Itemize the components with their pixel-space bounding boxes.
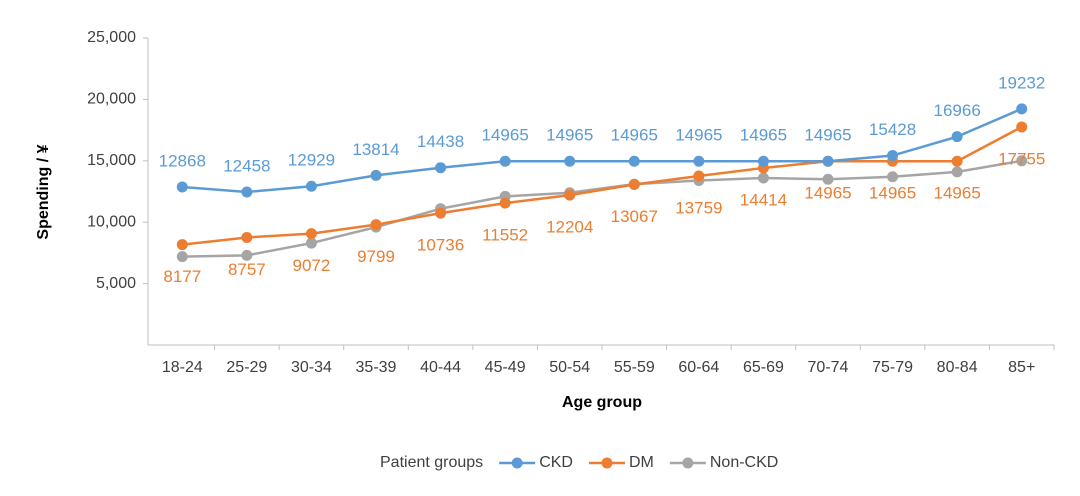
point <box>370 219 382 231</box>
data-label: 8757 <box>228 260 266 279</box>
x-tick-label: 60-64 <box>678 359 719 376</box>
x-tick-label: 50-54 <box>549 359 590 376</box>
point <box>435 207 447 219</box>
data-label: 8177 <box>163 267 201 286</box>
legend-marker <box>682 457 694 469</box>
data-label: 14414 <box>740 190 787 209</box>
data-label: 13759 <box>675 199 722 218</box>
x-axis-title: Age group <box>562 394 642 411</box>
data-label: 13067 <box>611 207 658 226</box>
point <box>757 155 769 167</box>
point <box>564 189 576 201</box>
data-label: 12929 <box>288 151 335 170</box>
y-tick-label: 15,000 <box>87 152 136 169</box>
data-label: 14965 <box>804 126 851 145</box>
point <box>241 186 253 198</box>
legend-label: Non-CKD <box>710 454 778 471</box>
point <box>822 173 834 185</box>
point <box>951 166 963 178</box>
x-tick-label: 55-59 <box>614 359 655 376</box>
point <box>887 171 899 183</box>
data-label: 12204 <box>546 218 593 237</box>
data-label: 9799 <box>357 247 395 266</box>
data-label: 17755 <box>998 149 1045 168</box>
point <box>757 172 769 184</box>
data-label: 14965 <box>611 126 658 145</box>
data-label: 12458 <box>223 157 270 176</box>
point <box>176 239 188 251</box>
point <box>887 150 899 162</box>
series-line <box>182 159 1022 258</box>
x-tick-label: 30-34 <box>291 359 332 376</box>
point <box>628 179 640 191</box>
point <box>499 197 511 209</box>
point <box>1016 155 1028 167</box>
data-label: 13814 <box>352 140 399 159</box>
point <box>1016 121 1028 133</box>
data-label: 11552 <box>482 226 528 245</box>
data-label: 19232 <box>998 73 1045 92</box>
point <box>241 249 253 261</box>
y-tick-label: 20,000 <box>87 91 136 108</box>
data-label: 15428 <box>869 120 916 139</box>
point <box>305 228 317 240</box>
data-label: 14965 <box>675 126 722 145</box>
y-tick-label: 10,000 <box>87 213 136 230</box>
data-label: 14965 <box>482 126 529 145</box>
point <box>564 155 576 167</box>
point <box>1016 103 1028 115</box>
data-label: 14965 <box>869 184 916 203</box>
x-tick-label: 70-74 <box>808 359 849 376</box>
point <box>693 170 705 182</box>
legend-marker <box>511 457 523 469</box>
point <box>176 251 188 263</box>
x-tick-label: 25-29 <box>226 359 267 376</box>
series-line <box>182 107 1023 194</box>
data-label: 9072 <box>293 256 331 275</box>
point <box>951 131 963 143</box>
data-label: 12868 <box>159 151 206 170</box>
data-label: 14965 <box>546 126 593 145</box>
point <box>305 237 317 249</box>
y-tick-label: 5,000 <box>96 275 136 292</box>
x-tick-label: 75-79 <box>872 359 913 376</box>
x-tick-label: 35-39 <box>356 359 397 376</box>
point <box>499 155 511 167</box>
point <box>435 162 447 174</box>
x-tick-label: 18-24 <box>162 359 203 376</box>
legend-marker <box>601 457 613 469</box>
point <box>305 180 317 192</box>
point <box>241 231 253 243</box>
point <box>628 155 640 167</box>
y-axis-title: Spending / ¥ <box>35 144 52 239</box>
point <box>951 155 963 167</box>
point <box>693 155 705 167</box>
data-label: 16966 <box>934 101 981 120</box>
legend-title: Patient groups <box>380 454 483 471</box>
legend-label: DM <box>629 454 654 471</box>
x-tick-label: 80-84 <box>937 359 978 376</box>
x-tick-label: 45-49 <box>485 359 526 376</box>
data-label: 14438 <box>417 132 464 151</box>
point <box>822 155 834 167</box>
data-label: 14965 <box>804 184 851 203</box>
x-tick-label: 85+ <box>1008 359 1035 376</box>
y-tick-label: 25,000 <box>87 29 136 46</box>
data-label: 14965 <box>740 126 787 145</box>
legend-label: CKD <box>539 454 573 471</box>
data-label: 10736 <box>417 236 464 255</box>
x-tick-label: 40-44 <box>420 359 461 376</box>
point <box>176 181 188 193</box>
x-tick-label: 65-69 <box>743 359 784 376</box>
data-label: 14965 <box>934 184 981 203</box>
point <box>370 169 382 181</box>
series-line <box>182 125 1023 246</box>
